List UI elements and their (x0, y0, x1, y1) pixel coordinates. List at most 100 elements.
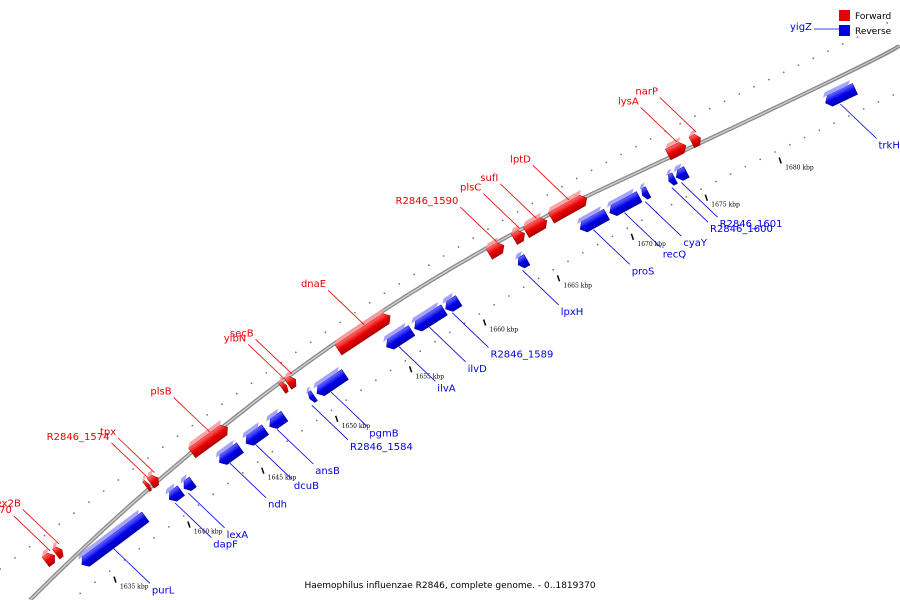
gene-cyaY[interactable] (638, 182, 653, 201)
gene-leader-sufI (500, 183, 537, 219)
gene-dapF[interactable] (163, 483, 185, 505)
gene-narP[interactable] (687, 128, 703, 149)
gene-ndh[interactable] (214, 440, 244, 468)
gene-arrow-lex2B[interactable] (52, 545, 65, 560)
gene-ilvA[interactable] (381, 322, 416, 352)
gene-arrow-R2846_1584[interactable] (306, 390, 318, 404)
gene-arrow-lexA[interactable] (180, 476, 197, 493)
gene-arrow-lpxH[interactable] (515, 254, 531, 271)
gene-arrow-dcuB[interactable] (243, 424, 270, 448)
gene-label-lpxH[interactable]: lpxH (561, 307, 584, 318)
gene-arrow-lptD[interactable] (548, 193, 589, 224)
gene-label-pgmB[interactable]: pgmB (369, 429, 398, 440)
gene-arrow-cyaY[interactable] (639, 186, 652, 201)
gene-leader-R2846_1601 (681, 182, 718, 218)
gene-R2846_1570[interactable] (40, 547, 59, 568)
gene-trkH[interactable] (821, 80, 858, 109)
gene-label-sufI[interactable]: sufI (480, 173, 498, 184)
gene-label-yigZ[interactable]: yigZ (790, 22, 812, 33)
gene-lpxH[interactable] (513, 251, 531, 271)
gene-arrow-lysA[interactable] (665, 140, 688, 161)
tick-dot (841, 43, 844, 45)
gene-lysA[interactable] (664, 137, 689, 161)
gene-R2846_1584[interactable] (304, 386, 319, 403)
gene-sufI[interactable] (521, 212, 550, 238)
gene-tpx[interactable] (145, 469, 162, 489)
gene-label-R2846_1574[interactable]: R2846_1574 (47, 432, 110, 443)
gene-purL[interactable] (76, 509, 150, 569)
gene-arrow-R2846_1601[interactable] (673, 166, 690, 183)
gene-secB[interactable] (283, 370, 300, 390)
gene-leader-lex2B (22, 509, 60, 545)
gene-arrow-proS[interactable] (577, 208, 610, 234)
gene-top-plsB (188, 419, 221, 449)
gene-yibN[interactable] (276, 376, 291, 394)
gene-lex2B[interactable] (50, 541, 66, 560)
gene-label-dnaE[interactable]: dnaE (301, 279, 326, 290)
gene-label-dapF[interactable]: dapF (213, 540, 238, 551)
gene-label-lysA[interactable]: lysA (618, 96, 639, 107)
gene-R2846_1601[interactable] (672, 163, 690, 183)
gene-label-R2846_1589[interactable]: R2846_1589 (491, 349, 554, 360)
gene-label-trkH[interactable]: trkH (879, 141, 900, 152)
tick-dot (833, 122, 835, 125)
gene-label-cyaY[interactable]: cyaY (683, 238, 708, 249)
gene-lptD[interactable] (546, 189, 589, 224)
gene-label-R2846_1601[interactable]: R2846_1601 (720, 219, 783, 230)
gene-R2846_1600[interactable] (664, 168, 678, 187)
gene-label-proS[interactable]: proS (632, 266, 655, 277)
gene-arrow-ansB[interactable] (266, 410, 289, 431)
gene-arrow-purL[interactable] (78, 511, 150, 569)
gene-arrow-plsC[interactable] (510, 228, 527, 245)
gene-dnaE[interactable] (333, 307, 394, 356)
gene-arrow-trkH[interactable] (823, 83, 858, 108)
gene-label-ansB[interactable]: ansB (315, 466, 340, 477)
gene-arrow-ilvD[interactable] (411, 304, 448, 334)
gene-recQ[interactable] (605, 188, 643, 219)
tick-dot (723, 100, 726, 103)
gene-label-R2846_1570[interactable]: R2846_1570 (0, 505, 12, 516)
gene-arrow-ilvA[interactable] (383, 325, 416, 352)
gene-plsC[interactable] (509, 225, 527, 245)
gene-label-secB[interactable]: secB (230, 328, 254, 339)
gene-label-lptD[interactable]: lptD (510, 154, 531, 165)
gene-label-tpx[interactable]: tpx (100, 427, 116, 438)
gene-plsB[interactable] (186, 419, 231, 459)
gene-label-ndh[interactable]: ndh (268, 500, 287, 511)
gene-R2846_1574[interactable] (140, 474, 155, 492)
gene-arrow-recQ[interactable] (607, 191, 643, 219)
gene-proS[interactable] (575, 206, 610, 235)
gene-ansB[interactable] (264, 408, 289, 431)
gene-top-purL (78, 509, 139, 560)
gene-label-plsB[interactable]: plsB (150, 386, 171, 397)
gene-label-narP[interactable]: narP (635, 87, 658, 98)
gene-label-ilvD[interactable]: ilvD (468, 364, 487, 375)
gene-ilvD[interactable] (409, 301, 448, 334)
gene-label-R2846_1600[interactable]: R2846_1600 (710, 224, 773, 235)
gene-arrow-dapF[interactable] (166, 485, 185, 504)
gene-R2846_1589[interactable] (440, 292, 463, 314)
tick-dot (102, 490, 105, 492)
gene-label-plsC[interactable]: plsC (460, 183, 481, 194)
gene-label-purL[interactable]: purL (152, 585, 175, 596)
gene-label-ilvA[interactable]: ilvA (437, 383, 455, 394)
gene-pgmB[interactable] (311, 366, 349, 399)
gene-label-yibN[interactable]: yibN (224, 333, 247, 344)
tick-dot (330, 409, 333, 412)
gene-arrow-dnaE[interactable] (334, 311, 393, 356)
gene-label-dcuB[interactable]: dcuB (294, 481, 319, 492)
tick-dot (168, 526, 170, 528)
gene-arrow-R2846_1600[interactable] (666, 172, 678, 187)
gene-label-R2846_1590[interactable]: R2846_1590 (396, 196, 459, 207)
gene-label-lex2B[interactable]: lex2B (0, 498, 21, 509)
gene-label-R2846_1584[interactable]: R2846_1584 (350, 442, 413, 453)
gene-arrow-ndh[interactable] (216, 442, 244, 468)
gene-lexA[interactable] (178, 474, 197, 493)
gene-dcuB[interactable] (240, 422, 270, 449)
gene-top-sufI (523, 212, 542, 228)
gene-label-recQ[interactable]: recQ (663, 249, 687, 260)
gene-arrow-pgmB[interactable] (314, 369, 349, 399)
gene-label-lexA[interactable]: lexA (227, 530, 249, 541)
gene-leader-dnaE (327, 289, 365, 326)
gene-arrow-R2846_1589[interactable] (442, 295, 463, 314)
